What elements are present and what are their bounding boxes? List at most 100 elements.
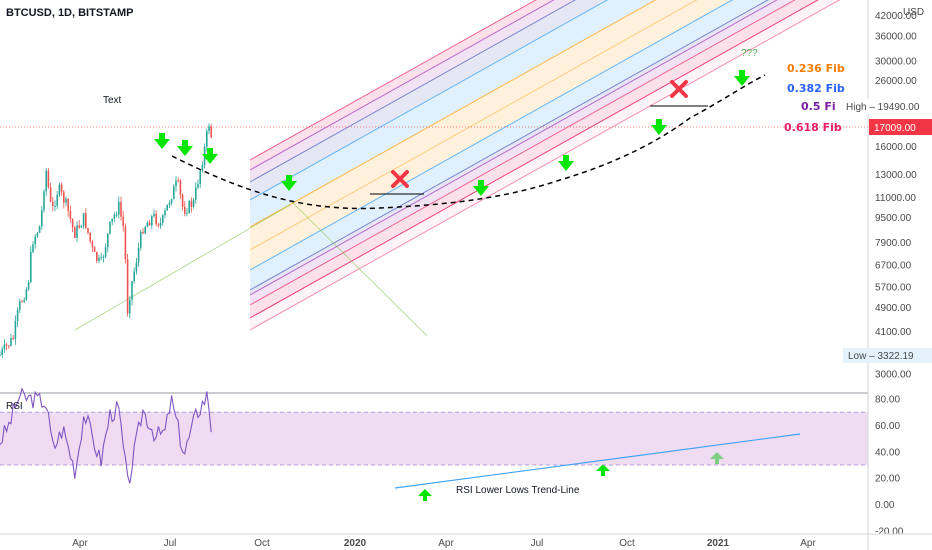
candle-body bbox=[43, 191, 45, 211]
candle-body bbox=[188, 200, 190, 213]
candle-body bbox=[36, 232, 39, 237]
fib-channel-line bbox=[249, 0, 555, 171]
rsi-line bbox=[0, 387, 212, 484]
candle-body bbox=[104, 247, 107, 257]
candle-body bbox=[45, 170, 47, 192]
green-up-arrow-icon bbox=[418, 489, 432, 501]
arrow-shape bbox=[734, 70, 750, 86]
time-tick-label: Jul bbox=[164, 538, 177, 549]
green-down-arrow-icon bbox=[281, 175, 297, 191]
price-tick-label: 6700.00 bbox=[875, 260, 912, 271]
candle-body bbox=[115, 214, 118, 216]
arrow-shape bbox=[558, 155, 574, 171]
high-badge bbox=[841, 99, 932, 114]
candle-body bbox=[118, 202, 120, 215]
price-tick-label: 3000.00 bbox=[875, 370, 912, 381]
fib-anchor-line bbox=[289, 199, 428, 337]
candle-body bbox=[124, 226, 127, 260]
candle-body bbox=[190, 200, 193, 207]
green-up-arrow-icon bbox=[596, 464, 610, 476]
candle-body bbox=[85, 213, 87, 229]
candle-body bbox=[135, 262, 138, 272]
price-tick-label: 4100.00 bbox=[875, 327, 912, 338]
fib-level-label: 0.5 Fi bbox=[801, 100, 836, 113]
arrow-shape bbox=[651, 119, 667, 135]
rsi-band bbox=[0, 412, 868, 465]
candle-body bbox=[58, 184, 61, 195]
candle-body bbox=[47, 170, 50, 188]
current-price-label: 17009.00 bbox=[874, 123, 916, 134]
fib-level-label: 0.382 Fib bbox=[787, 82, 845, 95]
currency-label: USD bbox=[903, 7, 924, 18]
candle-body bbox=[34, 236, 36, 245]
price-tick-label: 26000.00 bbox=[875, 76, 917, 87]
arrow-shape bbox=[596, 464, 610, 476]
candle-body bbox=[146, 222, 149, 227]
candle-body bbox=[102, 256, 105, 258]
candle-body bbox=[120, 202, 122, 217]
candle-body bbox=[69, 210, 72, 220]
current-price-badge bbox=[869, 119, 932, 135]
candle-body bbox=[142, 231, 144, 234]
arrow-shape bbox=[177, 140, 193, 156]
candle-body bbox=[159, 222, 162, 226]
candle-body bbox=[52, 201, 54, 206]
high-label: High – 19490.00 bbox=[846, 102, 920, 113]
rsi-tick-label: 40.00 bbox=[875, 447, 900, 458]
time-tick-label: Jul bbox=[531, 538, 544, 549]
candle-body bbox=[137, 247, 140, 263]
candle-body bbox=[144, 226, 146, 234]
arrow-shape bbox=[154, 133, 170, 149]
fib-channel-line bbox=[249, 0, 796, 306]
candle-body bbox=[25, 289, 28, 300]
candle-body bbox=[87, 228, 89, 233]
arrow-shape bbox=[202, 148, 218, 164]
rsi-tick-label: 60.00 bbox=[875, 421, 900, 432]
time-tick-label: Apr bbox=[800, 538, 816, 549]
candle-body bbox=[109, 221, 111, 234]
candle-body bbox=[111, 218, 113, 222]
fib-channel-line bbox=[249, 0, 698, 251]
time-tick-label: 2020 bbox=[344, 538, 367, 549]
fib-channel-line bbox=[249, 0, 769, 291]
rsi-trend-line bbox=[394, 433, 801, 489]
question-marks: ??? bbox=[741, 48, 758, 59]
red-x-icon bbox=[670, 80, 688, 98]
candle-body bbox=[107, 233, 109, 248]
price-tick-label: 30000.00 bbox=[875, 57, 917, 68]
candle-body bbox=[80, 225, 83, 228]
candle-body bbox=[41, 210, 43, 227]
candle-body bbox=[27, 282, 30, 290]
candle-body bbox=[5, 344, 8, 346]
green-down-arrow-icon bbox=[202, 148, 218, 164]
candle-body bbox=[197, 183, 199, 188]
candle-body bbox=[16, 309, 19, 322]
candle-body bbox=[131, 281, 133, 300]
candle-body bbox=[49, 187, 52, 202]
fib-channel-line bbox=[249, 0, 841, 331]
candle-body bbox=[100, 257, 102, 259]
candle-body bbox=[1, 349, 3, 355]
candle-body bbox=[168, 203, 171, 205]
candle-body bbox=[129, 299, 131, 314]
rsi-title: RSI bbox=[6, 401, 23, 412]
candle-body bbox=[10, 337, 12, 346]
fib-channel-line bbox=[249, 0, 537, 161]
time-tick-label: Oct bbox=[619, 538, 635, 549]
green-down-arrow-icon bbox=[154, 133, 170, 149]
candle-body bbox=[166, 204, 168, 211]
candle-body bbox=[8, 345, 10, 347]
candle-body bbox=[155, 213, 157, 225]
arrow-shape bbox=[281, 175, 297, 191]
candle-body bbox=[173, 186, 175, 200]
candle-body bbox=[140, 231, 142, 248]
fib-channel-line bbox=[249, 0, 819, 319]
rsi-tick-label: -20.00 bbox=[875, 527, 904, 538]
candle-body bbox=[93, 247, 96, 253]
candle-body bbox=[12, 337, 14, 340]
candle-body bbox=[170, 199, 173, 204]
arrow-shape bbox=[418, 489, 432, 501]
fib-channel-line bbox=[249, 0, 609, 201]
time-tick-label: Oct bbox=[254, 538, 270, 549]
